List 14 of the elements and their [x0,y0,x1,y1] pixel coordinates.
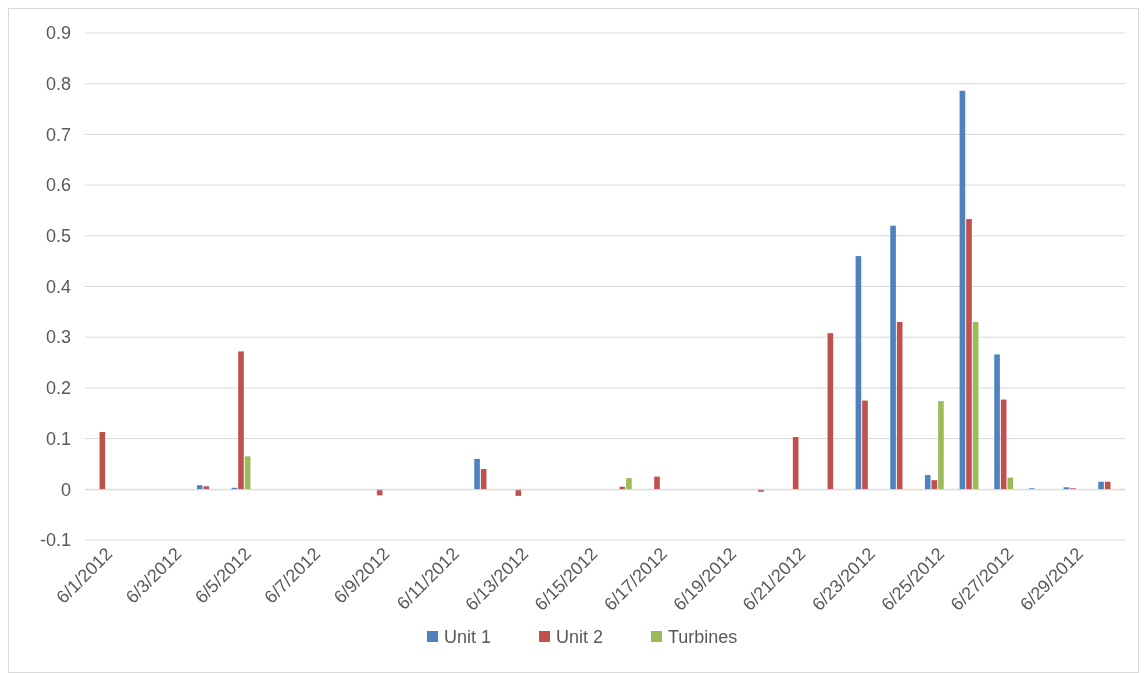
legend-label: Unit 2 [556,627,604,647]
y-tick-label: 0.1 [45,428,71,449]
y-tick-label: 0.8 [45,73,71,94]
y-tick-label: 0.6 [45,175,71,196]
y-tick-label: 0 [60,479,71,500]
y-tick-label: 0.4 [45,276,71,297]
y-tick-label: 0.7 [45,124,71,145]
legend-label: Unit 1 [444,627,492,647]
y-tick-label: 0.5 [45,226,71,247]
y-tick-label: 0.3 [45,327,71,348]
legend-label: Turbines [668,627,738,647]
y-tick-label: -0.1 [39,530,71,551]
y-tick-label: 0.9 [45,23,71,44]
y-tick-label: 0.2 [45,378,71,399]
